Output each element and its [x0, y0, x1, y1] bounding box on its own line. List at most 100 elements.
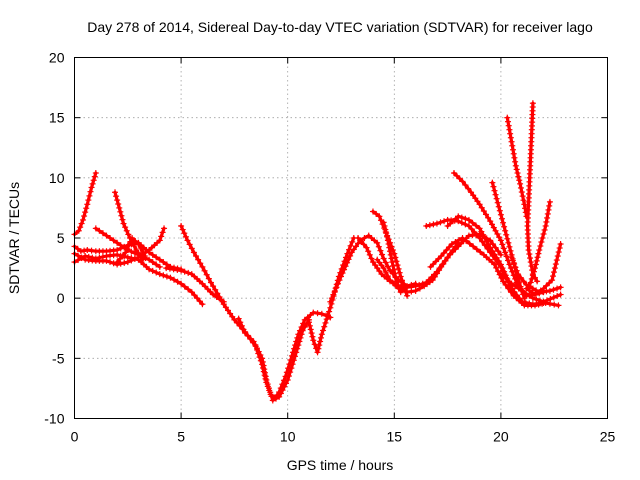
- data-point: [75, 227, 82, 234]
- x-tick-label: 25: [600, 429, 616, 445]
- data-point: [124, 245, 131, 252]
- data-point: [190, 249, 197, 256]
- data-point: [551, 265, 558, 272]
- data-point: [181, 230, 188, 237]
- data-point: [496, 234, 503, 241]
- data-point: [547, 295, 554, 302]
- data-point: [125, 231, 132, 238]
- data-point: [441, 218, 448, 225]
- data-point: [393, 258, 400, 265]
- data-point: [536, 247, 543, 254]
- data-point: [492, 227, 499, 234]
- data-point: [543, 282, 550, 289]
- data-point: [317, 338, 324, 345]
- data-point: [509, 146, 516, 153]
- data-point: [557, 291, 564, 298]
- data-point: [306, 319, 313, 326]
- data-point: [536, 297, 543, 304]
- data-point: [348, 249, 355, 256]
- data-point: [412, 287, 419, 294]
- data-point: [127, 238, 134, 245]
- data-point: [470, 192, 477, 199]
- data-point: [554, 285, 561, 292]
- data-point: [259, 355, 266, 362]
- data-point: [543, 218, 550, 225]
- data-point: [253, 345, 260, 352]
- data-point: [478, 228, 485, 235]
- data-point: [333, 284, 340, 291]
- data-point: [121, 259, 128, 266]
- data-point: [532, 261, 539, 268]
- data-point: [396, 269, 403, 276]
- data-point: [473, 222, 480, 229]
- data-point: [456, 175, 463, 182]
- data-point: [377, 247, 384, 254]
- series-track-g: [114, 235, 148, 266]
- series-track-w: [524, 100, 541, 285]
- y-tick-label: 20: [49, 50, 65, 66]
- data-point: [90, 177, 97, 184]
- data-point: [265, 385, 272, 392]
- data-point: [440, 260, 447, 267]
- data-point: [220, 301, 227, 308]
- data-point: [527, 259, 534, 266]
- data-point: [294, 345, 301, 352]
- data-point: [309, 333, 316, 340]
- data-point: [163, 265, 170, 272]
- data-point: [82, 253, 89, 260]
- data-point: [116, 255, 123, 262]
- data-point: [458, 214, 465, 221]
- data-point: [394, 262, 401, 269]
- data-point: [124, 254, 131, 261]
- data-point: [539, 235, 546, 241]
- data-point: [426, 222, 433, 229]
- data-point: [505, 285, 512, 292]
- data-point: [526, 292, 533, 299]
- data-point: [252, 341, 259, 348]
- data-point: [311, 341, 318, 348]
- data-point: [482, 211, 489, 218]
- data-point: [122, 224, 129, 231]
- data-point: [379, 251, 386, 258]
- data-point: [438, 253, 445, 260]
- data-point: [135, 241, 142, 248]
- data-point: [437, 219, 444, 226]
- data-point: [229, 313, 236, 320]
- data-point: [339, 270, 346, 277]
- data-point: [74, 245, 81, 252]
- data-point: [453, 172, 460, 179]
- data-point: [259, 358, 266, 365]
- data-point: [465, 185, 472, 192]
- data-point: [107, 259, 114, 266]
- data-point: [513, 267, 520, 274]
- data-point: [334, 280, 341, 287]
- data-point: [85, 253, 92, 260]
- data-point: [517, 274, 524, 281]
- data-point: [276, 393, 283, 400]
- data-point: [384, 273, 391, 280]
- data-point: [83, 205, 90, 212]
- series-track-f: [112, 189, 146, 263]
- data-point: [390, 262, 397, 269]
- data-point: [114, 197, 121, 204]
- data-point: [218, 297, 225, 304]
- data-point: [472, 195, 479, 202]
- data-point: [89, 180, 96, 187]
- data-point: [159, 229, 166, 236]
- y-axis-label: SDTVAR / TECUs: [6, 182, 22, 294]
- data-point: [512, 264, 519, 271]
- data-point: [549, 277, 556, 284]
- data-point: [110, 260, 117, 267]
- data-point: [552, 261, 559, 268]
- data-point: [509, 268, 516, 275]
- data-point: [87, 188, 94, 195]
- data-point: [550, 269, 557, 276]
- data-point: [120, 220, 127, 227]
- data-point: [349, 238, 356, 245]
- data-point: [366, 251, 373, 258]
- data-point: [115, 201, 122, 208]
- data-point: [546, 287, 553, 294]
- data-point: [440, 250, 447, 257]
- data-point: [114, 259, 121, 266]
- data-point: [260, 362, 267, 369]
